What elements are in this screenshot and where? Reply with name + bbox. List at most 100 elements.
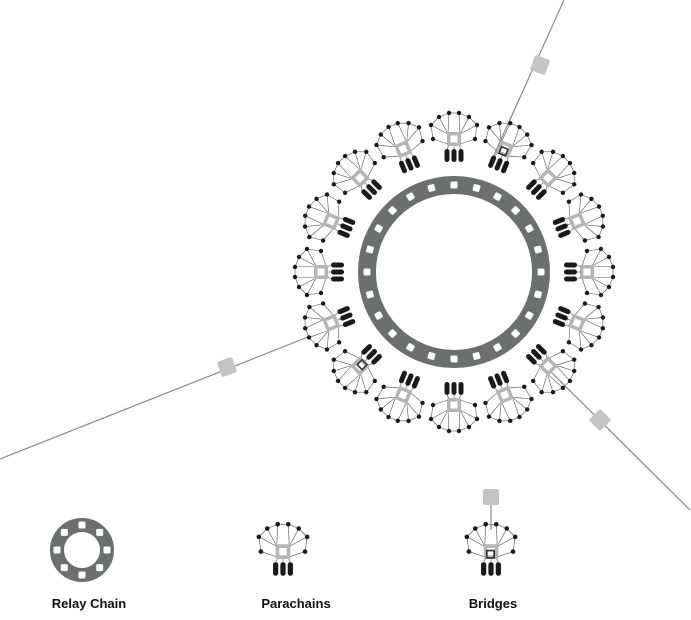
parachain-edge — [294, 276, 317, 279]
parachain-edge — [591, 276, 614, 279]
parachain-edge — [354, 151, 361, 171]
parachain-node-dot — [600, 315, 606, 320]
parachain-node-dot — [307, 304, 312, 310]
parachain-node-dot — [600, 326, 606, 331]
parachain-node-dot — [508, 418, 513, 424]
parachain-node-dot — [314, 342, 319, 348]
parachain-edge — [512, 134, 528, 148]
parachain-edge — [555, 162, 571, 179]
parachain-node-dot — [331, 182, 336, 187]
parachain-edge — [360, 373, 367, 393]
parachain-node-dot — [566, 199, 572, 204]
parachain-edge — [326, 330, 330, 350]
parachain-edge — [287, 524, 290, 547]
parachain-edge — [432, 138, 449, 145]
parachain-edge — [500, 401, 511, 421]
parachain-edge — [304, 536, 308, 552]
relay-slot — [493, 343, 502, 352]
parachain-node-dot — [610, 274, 616, 280]
collator-square-inner — [500, 390, 510, 400]
parachain — [483, 120, 534, 174]
parachain-node-dot — [364, 149, 369, 154]
parachain-edge — [532, 162, 541, 178]
validator-pillar — [280, 562, 286, 576]
parachain-node-dot — [331, 357, 336, 362]
parachain-edge — [418, 127, 423, 142]
parachain-edge — [497, 528, 508, 547]
legend-parachain-icon — [256, 521, 310, 576]
parachain-node-dot — [596, 234, 601, 240]
parachain-edge — [555, 178, 575, 185]
validator-pillar — [564, 276, 577, 282]
validator-pillar — [494, 158, 503, 171]
parachain-edge — [326, 194, 330, 214]
relay-slot — [537, 268, 545, 276]
parachain-node-dot — [572, 170, 577, 176]
collator-square-inner — [317, 268, 325, 276]
parachain-node-dot — [302, 549, 308, 554]
parachain-node-dot — [456, 428, 462, 434]
parachain-node-dot — [446, 110, 452, 116]
bridge-marker — [497, 145, 510, 157]
validator-pillar — [337, 306, 350, 315]
parachain — [552, 192, 606, 243]
parachain-edge — [320, 250, 327, 267]
parachain-edge — [298, 277, 317, 288]
validator-pillar — [331, 276, 344, 282]
parachain-edge — [322, 303, 334, 316]
parachain-edge — [562, 184, 575, 194]
parachain-node-dot — [342, 385, 348, 391]
parachain-edge — [485, 127, 490, 142]
parachain-edge — [584, 303, 599, 308]
parachain — [526, 149, 577, 200]
collator-square-inner — [326, 318, 336, 328]
parachain-edge — [547, 155, 564, 171]
relay-slot — [427, 184, 436, 192]
parachain-node-dot — [600, 224, 606, 229]
parachain-edge — [306, 248, 317, 267]
parachain-node-dot — [522, 154, 527, 160]
parachain-edge — [309, 236, 324, 241]
validator-pillar — [361, 189, 373, 200]
parachain-node-dot — [466, 549, 472, 554]
collator-square-inner — [450, 135, 458, 143]
parachain-node-dot — [589, 196, 594, 202]
parachain-node-dot — [497, 120, 502, 126]
validator-pillar — [371, 353, 382, 365]
relay-slot — [493, 192, 502, 201]
parachain-node-dot — [306, 335, 312, 340]
legend-relay-chain-icon — [50, 518, 114, 582]
parachain-node-dot — [483, 138, 488, 144]
parachain-node-dot — [318, 290, 324, 296]
parachain-edge — [578, 194, 582, 214]
parachain-edge — [532, 151, 542, 164]
parachain-edge — [376, 386, 384, 400]
validator-pillar — [287, 562, 293, 576]
parachain-node-dot — [381, 154, 386, 160]
parachain-node-dot — [304, 534, 310, 540]
parachain-edge — [337, 365, 353, 382]
parachain — [292, 246, 344, 298]
relay-slot — [450, 181, 458, 189]
parachain-node-dot — [296, 284, 302, 290]
parachain — [526, 344, 577, 395]
parachain-edge — [289, 551, 306, 558]
parachain-edge — [367, 162, 376, 178]
parachain-node-dot — [539, 149, 544, 154]
parachain-node-dot — [292, 264, 298, 270]
parachain-edge — [383, 155, 400, 158]
parachain-edge — [388, 397, 396, 418]
validator-pillar — [495, 562, 501, 576]
legend-label-bridges: Bridges — [469, 596, 517, 611]
parachain-edge — [488, 401, 502, 417]
relay-slot — [388, 329, 397, 338]
collator-square-inner — [543, 361, 553, 371]
parachain-edge — [316, 330, 330, 346]
parachain-node-dot — [406, 418, 411, 424]
validator-pillar — [458, 149, 464, 162]
bridge-marker — [485, 549, 495, 559]
parachain-edge — [447, 112, 450, 135]
parachain-node-dot — [598, 246, 604, 252]
parachain-edge — [438, 409, 449, 428]
parachain-node-dot — [589, 342, 594, 348]
